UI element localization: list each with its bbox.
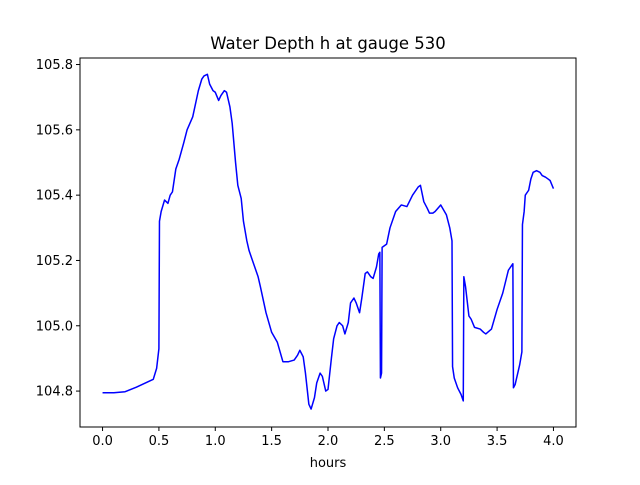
x-tick-label: 3.5	[487, 434, 508, 449]
plot-area	[79, 57, 577, 428]
x-tick-label: 4.0	[543, 434, 564, 449]
series-line-0	[102, 73, 555, 410]
x-tick-label: 2.0	[318, 434, 339, 449]
chart-title: Water Depth h at gauge 530	[210, 34, 445, 53]
x-tick-label: 0.5	[149, 434, 170, 449]
x-tick-label: 1.5	[261, 434, 282, 449]
y-tick-label: 105.8	[36, 58, 73, 73]
y-tick-label: 105.2	[36, 254, 73, 269]
x-tick-label: 0.0	[92, 434, 113, 449]
x-tick-label: 3.0	[430, 434, 451, 449]
x-axis-ticks: 0.0 0.5 1.0 1.5 2.0 2.5 3.0 3.5 4.0	[92, 427, 564, 449]
x-tick-label: 1.0	[205, 434, 226, 449]
x-axis-label: hours	[310, 456, 347, 471]
y-tick-label: 105.0	[36, 319, 73, 334]
plot-frame	[79, 57, 577, 428]
y-tick-label: 104.8	[36, 385, 73, 400]
y-axis-ticks: 104.8 105.0 105.2 105.4 105.6 105.8	[36, 58, 80, 400]
y-tick-label: 105.4	[36, 189, 73, 204]
y-tick-label: 105.6	[36, 123, 73, 138]
x-tick-label: 2.5	[374, 434, 395, 449]
